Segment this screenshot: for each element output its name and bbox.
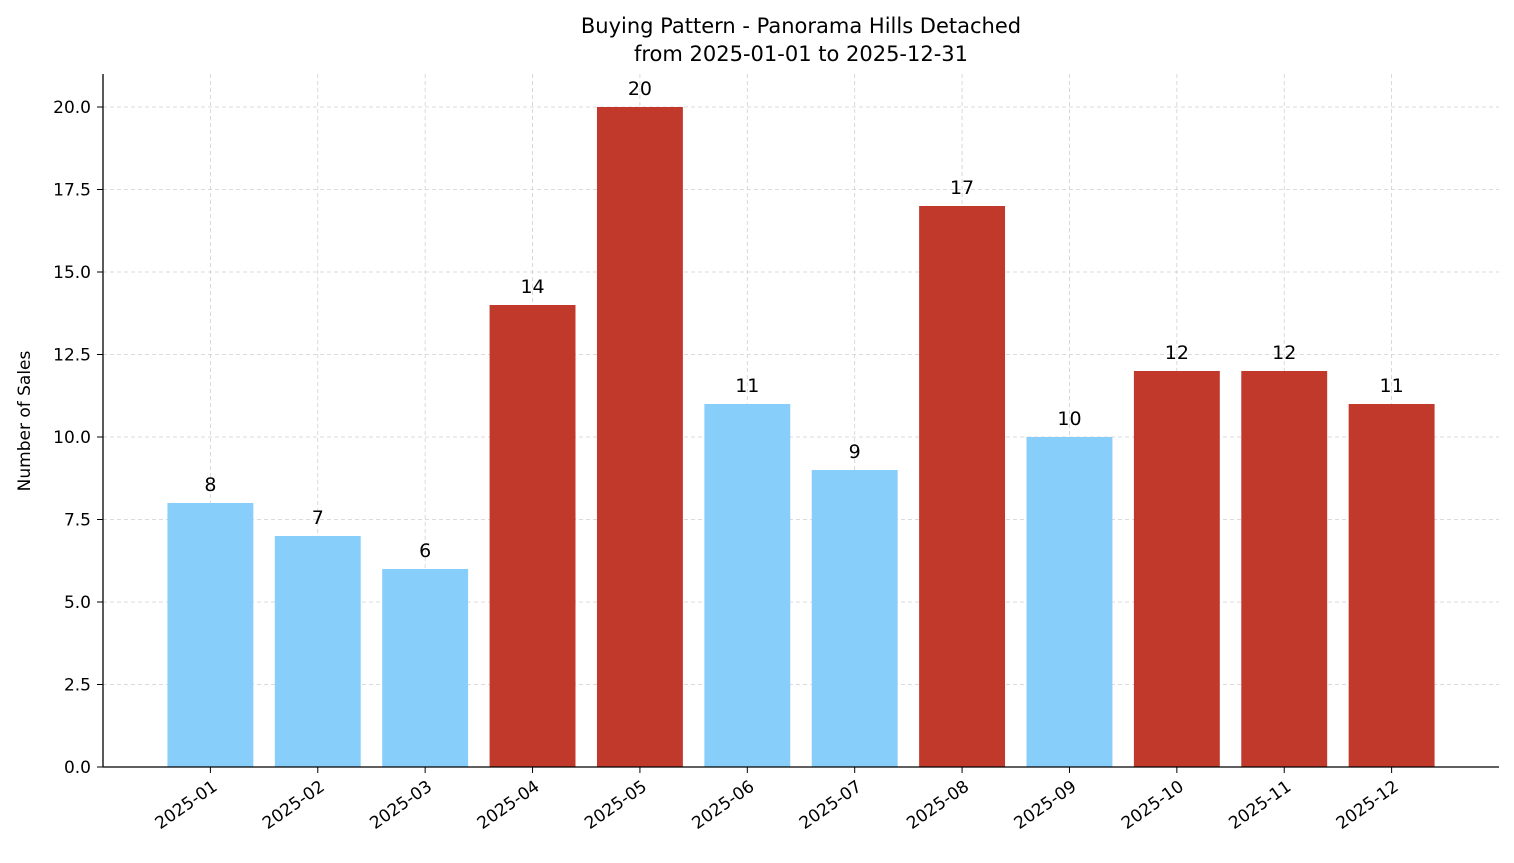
bar-2025-09 [1026,437,1113,767]
y-axis-label: Number of Sales [15,350,35,491]
bar-2025-10 [1133,371,1220,767]
data-label: 10 [1057,408,1081,430]
x-tick-label: 2025-09 [1011,777,1081,834]
y-tick-label: 2.5 [64,676,91,696]
y-tick-label: 0.0 [64,758,91,778]
chart-subtitle: from 2025-01-01 to 2025-12-31 [634,42,968,66]
x-tick-label: 2025-05 [581,777,651,834]
y-tick-label: 20.0 [53,98,91,118]
data-label: 12 [1272,342,1296,364]
bar-2025-02 [274,536,361,767]
data-label: 9 [849,441,861,463]
bar-2025-07 [811,470,898,767]
x-tick-label: 2025-04 [474,777,544,834]
chart-title: Buying Pattern - Panorama Hills Detached [581,14,1021,38]
data-label: 20 [628,78,652,100]
x-tick-label: 2025-11 [1225,777,1295,834]
data-label: 12 [1165,342,1189,364]
bar-2025-05 [596,107,683,767]
x-tick-label: 2025-10 [1118,777,1188,834]
y-tick-label: 5.0 [64,593,91,613]
y-tick-label: 15.0 [53,263,91,283]
x-tick-label: 2025-01 [152,777,222,834]
y-tick-label: 7.5 [64,511,91,531]
y-tick-label: 17.5 [53,181,91,201]
y-tick-label: 12.5 [53,346,91,366]
bar-2025-08 [919,206,1006,767]
data-label: 14 [520,276,544,298]
bar-2025-01 [167,503,254,767]
data-label: 8 [204,474,216,496]
bar-2025-03 [382,569,469,767]
data-label: 11 [1380,375,1404,397]
data-label: 6 [419,540,431,562]
x-tick-label: 2025-06 [689,777,759,834]
x-tick-label: 2025-08 [903,777,973,834]
x-tick-label: 2025-12 [1333,777,1403,834]
bar-2025-04 [489,305,576,767]
bar-2025-11 [1241,371,1328,767]
x-tick-label: 2025-03 [366,777,436,834]
x-tick-label: 2025-02 [259,777,329,834]
data-label: 17 [950,177,974,199]
bar-2025-06 [704,404,791,767]
data-label: 11 [735,375,759,397]
y-tick-label: 10.0 [53,428,91,448]
x-tick-label: 2025-07 [796,777,866,834]
bar-2025-12 [1348,404,1435,767]
data-label: 7 [312,507,324,529]
